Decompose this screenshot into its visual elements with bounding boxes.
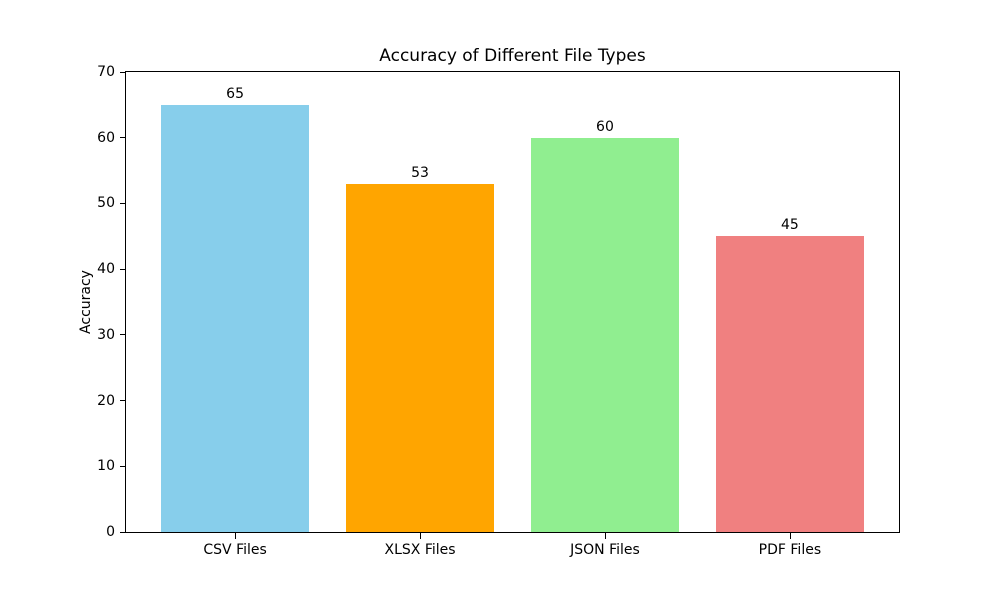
y-axis-label: Accuracy [78, 270, 94, 334]
bar-csv-files: 65 [161, 86, 310, 532]
y-tick-mark [120, 334, 126, 336]
y-tick-mark [120, 400, 126, 402]
bar-value-label: 60 [596, 118, 614, 135]
bar-json-files: 60 [530, 119, 679, 532]
y-tick-label: 10 [97, 458, 115, 475]
bar-value-label: 53 [411, 164, 429, 181]
x-tick-mark [789, 533, 791, 539]
x-tick-mark [604, 533, 606, 539]
bar-pdf-files: 45 [715, 217, 864, 532]
x-tick-label: CSV Files [203, 542, 267, 558]
bar-value-label: 65 [226, 85, 245, 102]
bar-xlsx-files: 53 [346, 165, 494, 532]
x-tick-mark [235, 533, 237, 539]
x-tick-label: XLSX Files [384, 542, 456, 558]
x-tick-label: JSON Files [570, 542, 640, 558]
y-tick-mark [120, 465, 126, 467]
y-tick-mark [120, 531, 126, 533]
x-tick-mark [420, 533, 422, 539]
chart-title: Accuracy of Different File Types [379, 46, 646, 66]
y-tick-label: 50 [97, 195, 115, 212]
y-tick-mark [120, 71, 126, 73]
y-tick-mark [120, 137, 126, 139]
plot-area: 65 CSV Files 53 XLSX Files 60 JSON Files 45 PDF… [97, 64, 900, 558]
bar-value-label: 45 [780, 217, 799, 234]
y-tick-label: 0 [106, 524, 115, 540]
y-tick-label: 40 [97, 261, 115, 278]
y-tick-label: 30 [97, 326, 115, 343]
x-tick-label: PDF Files [758, 542, 822, 558]
y-tick-label: 70 [97, 64, 115, 80]
y-tick-label: 60 [97, 129, 115, 146]
y-tick-label: 20 [97, 392, 115, 409]
y-tick-mark [120, 202, 126, 204]
y-tick-mark [120, 268, 126, 270]
